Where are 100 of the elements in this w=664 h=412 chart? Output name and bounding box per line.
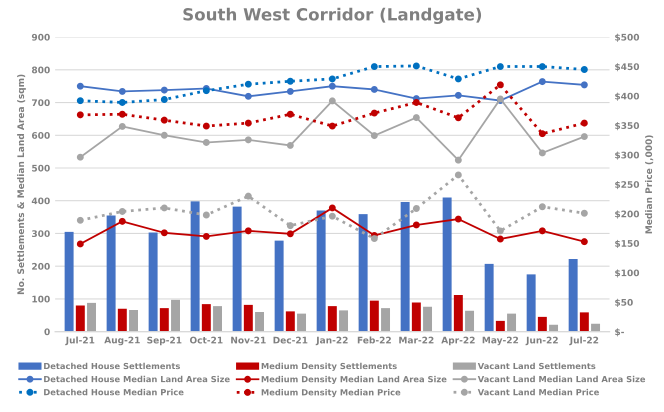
y2-tick-label: $100 <box>615 269 640 278</box>
point <box>244 120 252 127</box>
y-tick-label: 0 <box>44 328 50 336</box>
point <box>244 227 252 234</box>
y-axis-title: No. Settlements & Median Land Area (sqm) <box>17 74 26 294</box>
point <box>454 156 462 164</box>
point <box>244 136 252 144</box>
point <box>496 227 504 234</box>
point <box>76 154 84 161</box>
point <box>538 130 546 138</box>
legend-label: Medium Density Median Price <box>262 388 400 398</box>
y2-tick-label: $500 <box>615 34 640 42</box>
point <box>76 216 84 224</box>
bar <box>64 232 74 332</box>
point <box>580 238 588 246</box>
bar <box>190 201 200 332</box>
bar <box>328 306 337 332</box>
point <box>496 63 504 70</box>
point <box>286 110 294 118</box>
y-tick-label: 400 <box>32 197 50 204</box>
point <box>370 86 378 93</box>
point <box>412 205 420 212</box>
bar <box>232 206 242 332</box>
bar <box>255 312 264 332</box>
point <box>454 114 462 122</box>
point <box>118 218 126 225</box>
point <box>76 111 84 118</box>
point <box>244 92 252 100</box>
point <box>328 204 336 212</box>
bar <box>339 310 348 332</box>
point <box>328 212 336 220</box>
bar <box>412 302 421 332</box>
x-tick-label: Mar-22 <box>399 336 434 344</box>
x-tick-label: Dec-21 <box>274 336 308 344</box>
point <box>244 192 252 200</box>
y2-tick-label: $350 <box>615 122 640 130</box>
bar <box>297 314 306 332</box>
point <box>286 78 294 85</box>
point <box>412 99 420 106</box>
point <box>580 133 588 140</box>
point <box>412 221 420 228</box>
bar <box>370 300 379 332</box>
y2-tick-label: $250 <box>615 180 640 190</box>
point <box>370 235 378 242</box>
y-tick-label: 800 <box>32 66 50 74</box>
x-tick-label: Apr-22 <box>441 336 475 346</box>
y-tick-label: 900 <box>32 34 50 41</box>
point <box>160 229 168 236</box>
point <box>328 75 336 82</box>
point <box>328 97 336 104</box>
legend-label: Vacant Land Median Price <box>478 388 599 396</box>
bar <box>454 295 463 332</box>
y-tick-label: 700 <box>32 99 50 106</box>
legend-label: Detached House Settlements <box>44 362 180 370</box>
y-tick-label: 300 <box>32 230 50 238</box>
bar <box>484 264 494 332</box>
bar <box>538 316 547 332</box>
bar <box>202 304 211 332</box>
point <box>538 227 546 234</box>
x-tick-label: Aug-21 <box>104 336 140 346</box>
point <box>118 99 126 106</box>
bar <box>465 310 474 332</box>
point <box>370 110 378 117</box>
point <box>370 132 378 140</box>
x-tick-label: Jul-21 <box>65 336 94 346</box>
bar <box>148 232 158 332</box>
y-tick-label: 200 <box>32 262 50 270</box>
point <box>496 81 504 88</box>
point <box>76 97 84 104</box>
y2-axis-title: Median Price (,000) <box>645 135 654 234</box>
x-tick-label: Jun-22 <box>526 336 558 346</box>
point <box>118 88 126 95</box>
bar <box>87 302 96 332</box>
y2-tick-label: $- <box>615 328 624 336</box>
point <box>244 80 252 88</box>
bar <box>580 312 589 332</box>
point <box>370 63 378 70</box>
point <box>286 88 294 95</box>
y2-tick-label: $50 <box>615 298 633 307</box>
point <box>160 96 168 104</box>
bar <box>106 215 116 332</box>
point <box>538 63 546 70</box>
point <box>202 232 210 240</box>
point <box>538 78 546 86</box>
y2-tick-label: $300 <box>615 151 640 160</box>
y-tick-label: 500 <box>32 164 50 172</box>
bar <box>358 214 368 332</box>
bar <box>160 308 169 332</box>
point <box>286 230 294 238</box>
x-tick-label: Feb-22 <box>358 336 391 344</box>
point <box>412 114 420 122</box>
x-tick-label: May-22 <box>482 336 518 346</box>
bar <box>129 310 138 332</box>
point <box>580 66 588 73</box>
point <box>202 212 210 218</box>
x-tick-label: Nov-21 <box>231 336 266 344</box>
x-tick-label: Jul-22 <box>569 336 598 346</box>
y-tick-label: 600 <box>32 132 50 139</box>
bar <box>244 304 253 332</box>
point <box>202 122 210 130</box>
